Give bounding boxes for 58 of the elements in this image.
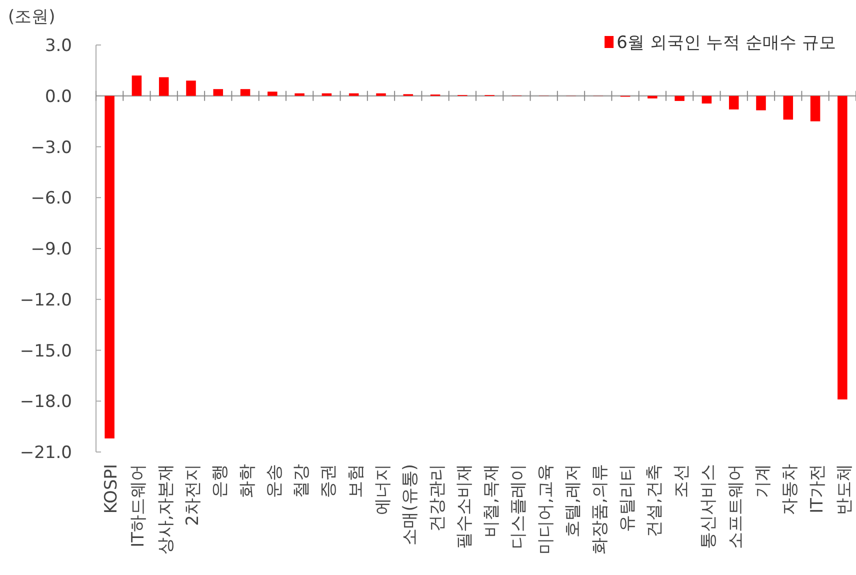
y-tick-label: −18.0 [20,392,72,412]
y-tick-label: −6.0 [30,188,72,209]
bar [838,96,848,400]
x-tick-label: 운송 [264,464,284,498]
x-tick-label: IT하드웨어 [128,464,149,548]
x-tick-label: 화학 [237,464,258,498]
x-tick-label: 증권 [318,464,339,498]
bar [702,96,712,104]
bar [294,93,304,96]
legend-label: 6월 외국인 누적 순매수 규모 [616,33,836,53]
x-tick-label: 호텔,레저 [563,464,583,538]
bar [376,93,386,96]
x-tick-label: 기계 [753,464,773,498]
x-tick-label: 건강관리 [427,464,448,532]
y-tick-label: −21.0 [20,443,72,463]
x-tick-label: 화장품,의류 [590,464,610,554]
bar [783,96,794,120]
bar [186,80,196,96]
x-tick-label: 비철,목재 [482,464,502,538]
y-tick-label: 0.0 [44,86,72,107]
y-tick-label: −3.0 [30,138,72,158]
y-tick-label: −15.0 [20,341,72,362]
bar [756,96,766,110]
x-tick-label: 자동차 [780,464,800,515]
bar [213,89,224,96]
bar [268,92,278,96]
x-tick-label: 2차전지 [183,464,203,526]
bar [648,96,658,98]
y-tick-label: −9.0 [30,240,72,260]
x-tick-label: 디스플레이 [508,464,529,549]
bar [810,96,820,122]
x-tick-label: 필수소비재 [454,464,474,549]
bar [240,89,250,96]
x-tick-label: 에너지 [373,464,393,515]
x-tick-label: 유틸리티 [617,464,638,532]
y-tick-label: −12.0 [20,290,72,310]
bar [348,93,359,96]
y-tick-label: 3.0 [44,36,72,56]
bar [132,76,142,96]
x-tick-label: 소프트웨어 [726,464,746,549]
x-tick-label: KOSPI [102,464,122,514]
x-tick-label: 소매(유통) [400,464,420,546]
bar [728,96,739,110]
x-tick-label: 은행 [210,464,230,498]
x-tick-label: 미디어,교육 [536,464,556,554]
x-tick-label: 보험 [346,464,366,498]
bar [674,96,684,101]
x-tick-label: 철강 [292,464,312,498]
y-axis-title: (조원) [8,7,56,27]
bar [322,93,332,96]
x-tick-label: IT가전 [807,464,828,514]
x-tick-label: 통신서비스 [698,464,719,549]
bar [158,77,169,96]
bar [104,96,114,438]
x-tick-label: 반도체 [834,464,854,515]
x-tick-label: 상사,자본재 [156,464,176,554]
x-tick-label: 조선 [672,464,692,498]
x-tick-label: 건설,건축 [644,464,664,538]
